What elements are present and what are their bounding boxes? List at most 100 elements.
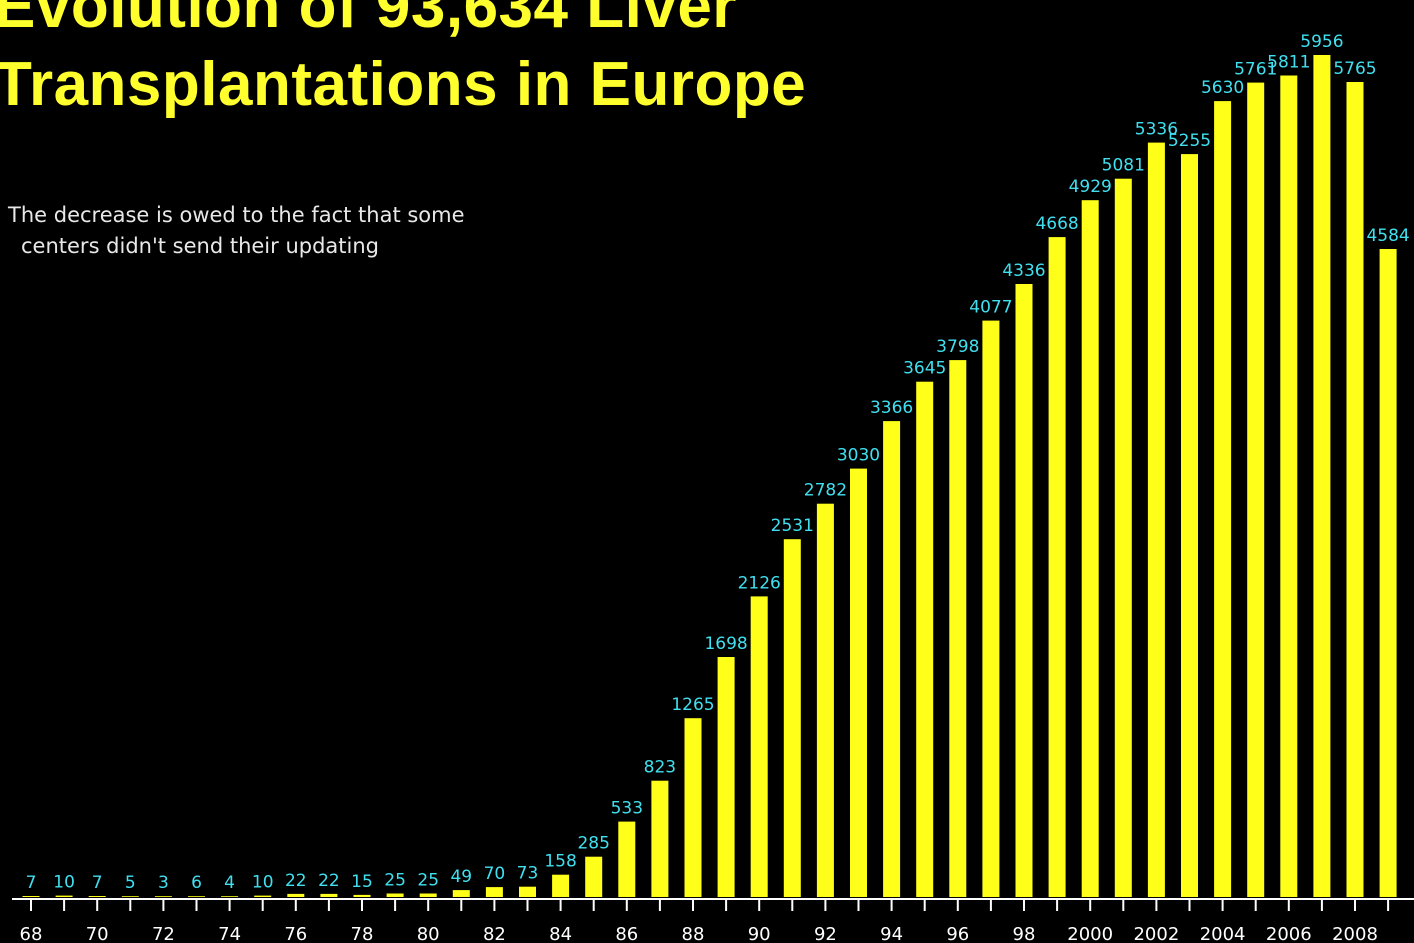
bar-2008 [1346, 82, 1364, 897]
chart-title: Evolution of 93,634 Liver Transplantatio… [0, 0, 806, 124]
bar-68 [22, 896, 40, 897]
bar-85 [585, 856, 603, 897]
bar-76 [287, 893, 305, 897]
data-label-85: 285 [577, 834, 609, 854]
data-label-97: 4077 [969, 298, 1012, 318]
data-label-76: 22 [285, 871, 307, 891]
data-label-2006: 5811 [1267, 53, 1310, 73]
tick-label-2008: 2008 [1332, 924, 1378, 943]
bar-90 [750, 596, 768, 897]
data-label-74: 4 [224, 873, 235, 893]
data-label-2004: 5630 [1201, 78, 1244, 98]
bar-98 [1015, 284, 1033, 897]
annotation-line-2: centers didn't send their updating [21, 234, 379, 258]
data-label-90: 2126 [738, 573, 781, 593]
bar-2003 [1181, 154, 1198, 898]
data-label-88: 1265 [671, 695, 714, 715]
data-label-70: 7 [92, 873, 103, 893]
tick-label-80: 80 [417, 924, 440, 943]
data-label-2001: 5081 [1102, 156, 1145, 176]
data-label-84: 158 [544, 852, 576, 872]
tick-label-78: 78 [351, 924, 374, 943]
bar-2007 [1313, 55, 1331, 897]
bar-2002 [1147, 142, 1165, 898]
bar-75 [254, 895, 272, 897]
data-label-68: 7 [26, 873, 37, 893]
bar-82 [485, 887, 503, 897]
bar-84 [552, 874, 570, 897]
data-label-79: 25 [384, 871, 406, 891]
data-label-92: 2782 [804, 481, 847, 501]
bar-2000 [1081, 200, 1099, 897]
data-label-77: 22 [318, 871, 340, 891]
data-label-80: 25 [417, 871, 439, 891]
bar-77 [320, 893, 338, 897]
tick-label-86: 86 [615, 924, 638, 943]
tick-label-2004: 2004 [1200, 924, 1246, 943]
bar-69 [55, 895, 73, 897]
data-label-69: 10 [53, 873, 75, 893]
bar-86 [618, 821, 636, 897]
bar-2005 [1247, 82, 1265, 898]
bar-2009 [1379, 249, 1397, 897]
bar-99 [1048, 237, 1066, 898]
chart-title-line-1: Evolution of 93,634 Liver [0, 0, 737, 41]
tick-label-96: 96 [946, 924, 969, 943]
bar-97 [982, 320, 1000, 898]
tick-label-84: 84 [549, 924, 572, 943]
data-label-2007: 5956 [1300, 32, 1343, 52]
bar-73 [188, 896, 205, 897]
tick-label-76: 76 [284, 924, 307, 943]
data-label-93: 3030 [837, 446, 880, 466]
data-label-78: 15 [351, 872, 373, 892]
data-label-71: 5 [125, 873, 136, 893]
bar-94 [883, 421, 901, 897]
bar-72 [154, 896, 172, 897]
data-label-72: 3 [158, 873, 169, 893]
data-label-95: 3645 [903, 359, 946, 379]
tick-label-94: 94 [880, 924, 903, 943]
data-label-2000: 4929 [1069, 177, 1112, 197]
bar-88 [684, 718, 702, 897]
bar-81 [452, 890, 470, 897]
data-label-87: 823 [644, 758, 676, 778]
tick-label-2000: 2000 [1067, 924, 1113, 943]
tick-label-92: 92 [814, 924, 837, 943]
bar-95 [916, 381, 934, 897]
bar-92 [816, 503, 834, 897]
bar-2001 [1114, 178, 1132, 897]
data-label-89: 1698 [704, 634, 747, 654]
bar-79 [386, 893, 404, 897]
data-label-81: 49 [450, 867, 472, 887]
chart-annotation: The decrease is owed to the fact that so… [8, 200, 465, 262]
bar-78 [353, 894, 371, 897]
bar-89 [717, 657, 735, 897]
data-label-82: 70 [484, 864, 506, 884]
data-label-91: 2531 [771, 516, 814, 536]
bar-2006 [1280, 75, 1298, 897]
tick-label-68: 68 [20, 924, 43, 943]
tick-label-88: 88 [682, 924, 705, 943]
bar-96 [949, 360, 967, 898]
tick-label-2002: 2002 [1133, 924, 1179, 943]
data-label-2002: 5336 [1135, 120, 1178, 140]
data-label-75: 10 [252, 873, 274, 893]
chart-title-line-2: Transplantations in Europe [0, 50, 807, 119]
bar-74 [221, 896, 239, 897]
tick-label-98: 98 [1013, 924, 1036, 943]
tick-label-74: 74 [218, 924, 241, 943]
bar-70 [88, 896, 106, 897]
annotation-line-1: The decrease is owed to the fact that so… [8, 203, 465, 227]
bar-91 [783, 539, 801, 897]
data-label-83: 73 [517, 864, 539, 884]
bar-80 [419, 893, 437, 897]
bar-2004 [1214, 101, 1232, 898]
bar-71 [121, 896, 139, 897]
data-label-98: 4336 [1002, 261, 1045, 281]
bar-93 [850, 468, 867, 897]
tick-label-90: 90 [748, 924, 771, 943]
data-label-94: 3366 [870, 398, 913, 418]
bar-87 [651, 780, 669, 897]
tick-label-72: 72 [152, 924, 175, 943]
